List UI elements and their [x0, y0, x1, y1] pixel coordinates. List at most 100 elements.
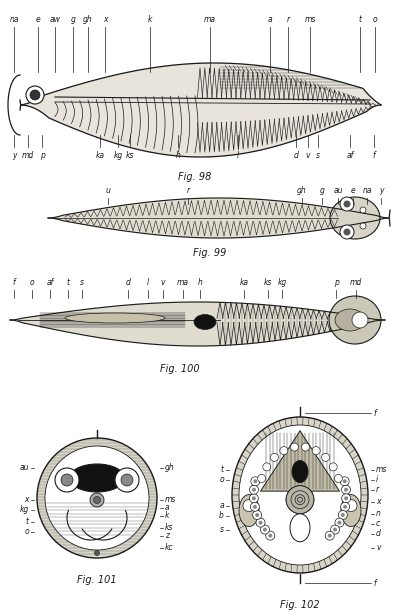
Circle shape — [341, 485, 350, 494]
Text: ks: ks — [126, 151, 134, 160]
Circle shape — [343, 229, 350, 235]
Circle shape — [290, 443, 298, 451]
Circle shape — [250, 477, 259, 486]
Circle shape — [55, 468, 79, 492]
Ellipse shape — [291, 461, 307, 482]
Text: na: na — [361, 186, 371, 195]
Ellipse shape — [289, 514, 309, 541]
Circle shape — [351, 312, 367, 328]
Circle shape — [333, 474, 341, 482]
Text: gh: gh — [296, 186, 306, 195]
Text: l: l — [237, 151, 239, 160]
Ellipse shape — [328, 296, 380, 344]
Text: o: o — [24, 527, 29, 537]
Text: s: s — [315, 151, 319, 160]
Ellipse shape — [329, 197, 379, 239]
Circle shape — [337, 521, 341, 525]
Text: y: y — [12, 151, 16, 160]
Text: x: x — [375, 498, 379, 506]
Circle shape — [252, 488, 256, 492]
Text: ka: ka — [239, 278, 248, 287]
Circle shape — [93, 496, 100, 503]
Text: d: d — [125, 278, 130, 287]
Text: s: s — [80, 278, 84, 287]
Text: au: au — [19, 463, 29, 472]
Circle shape — [332, 527, 336, 532]
Text: r: r — [186, 186, 189, 195]
Ellipse shape — [194, 315, 215, 330]
Text: o: o — [372, 15, 376, 24]
Circle shape — [262, 527, 266, 532]
Text: ks: ks — [263, 278, 271, 287]
Text: t: t — [26, 517, 29, 527]
Circle shape — [268, 533, 272, 538]
Circle shape — [342, 505, 346, 509]
Text: Fig. 102: Fig. 102 — [279, 600, 319, 610]
Text: h: h — [175, 151, 180, 160]
Text: kg: kg — [113, 151, 122, 160]
Circle shape — [327, 533, 331, 538]
Circle shape — [26, 86, 44, 104]
Circle shape — [61, 474, 73, 486]
Circle shape — [301, 443, 309, 451]
Text: af: af — [46, 278, 53, 287]
Circle shape — [256, 518, 264, 527]
Text: au: au — [333, 186, 342, 195]
Circle shape — [262, 463, 270, 471]
Text: f: f — [372, 408, 375, 418]
Text: h: h — [197, 278, 202, 287]
Circle shape — [121, 474, 133, 486]
Text: a: a — [267, 15, 272, 24]
Text: y: y — [378, 186, 382, 195]
Text: f: f — [13, 278, 15, 287]
Ellipse shape — [334, 309, 364, 331]
Text: x: x — [102, 15, 107, 24]
Ellipse shape — [340, 495, 360, 527]
Circle shape — [253, 479, 257, 484]
Text: gh: gh — [83, 15, 93, 24]
Circle shape — [265, 531, 274, 540]
Circle shape — [340, 502, 349, 511]
Circle shape — [252, 505, 256, 509]
Circle shape — [285, 485, 313, 514]
Circle shape — [311, 447, 320, 455]
Text: d: d — [375, 530, 380, 538]
Circle shape — [257, 474, 265, 482]
Circle shape — [94, 551, 99, 556]
Polygon shape — [48, 198, 389, 238]
Circle shape — [249, 485, 258, 494]
Ellipse shape — [69, 464, 124, 492]
Text: gh: gh — [164, 463, 174, 472]
Text: na: na — [9, 15, 19, 24]
Circle shape — [344, 500, 356, 512]
Text: g: g — [319, 186, 324, 195]
Ellipse shape — [65, 313, 164, 323]
Circle shape — [30, 90, 40, 100]
Text: l: l — [147, 278, 149, 287]
Circle shape — [343, 496, 347, 500]
Text: a: a — [164, 503, 169, 513]
Ellipse shape — [231, 417, 367, 573]
Ellipse shape — [239, 495, 258, 527]
Circle shape — [340, 513, 344, 517]
Text: t: t — [220, 466, 224, 474]
Text: t: t — [66, 278, 69, 287]
Text: e: e — [36, 15, 40, 24]
Text: d: d — [293, 151, 298, 160]
Text: kg: kg — [20, 506, 29, 514]
Circle shape — [270, 453, 278, 461]
Circle shape — [343, 200, 350, 208]
Text: v: v — [375, 543, 379, 553]
Text: s: s — [220, 525, 224, 535]
Text: p: p — [39, 151, 44, 160]
Circle shape — [115, 468, 139, 492]
Text: f: f — [372, 578, 375, 588]
Circle shape — [321, 453, 329, 461]
Circle shape — [337, 511, 346, 519]
Circle shape — [252, 511, 261, 519]
Circle shape — [334, 518, 343, 527]
Text: v: v — [305, 151, 309, 160]
Text: af: af — [345, 151, 353, 160]
Text: b: b — [219, 511, 224, 521]
Text: kc: kc — [164, 543, 173, 553]
